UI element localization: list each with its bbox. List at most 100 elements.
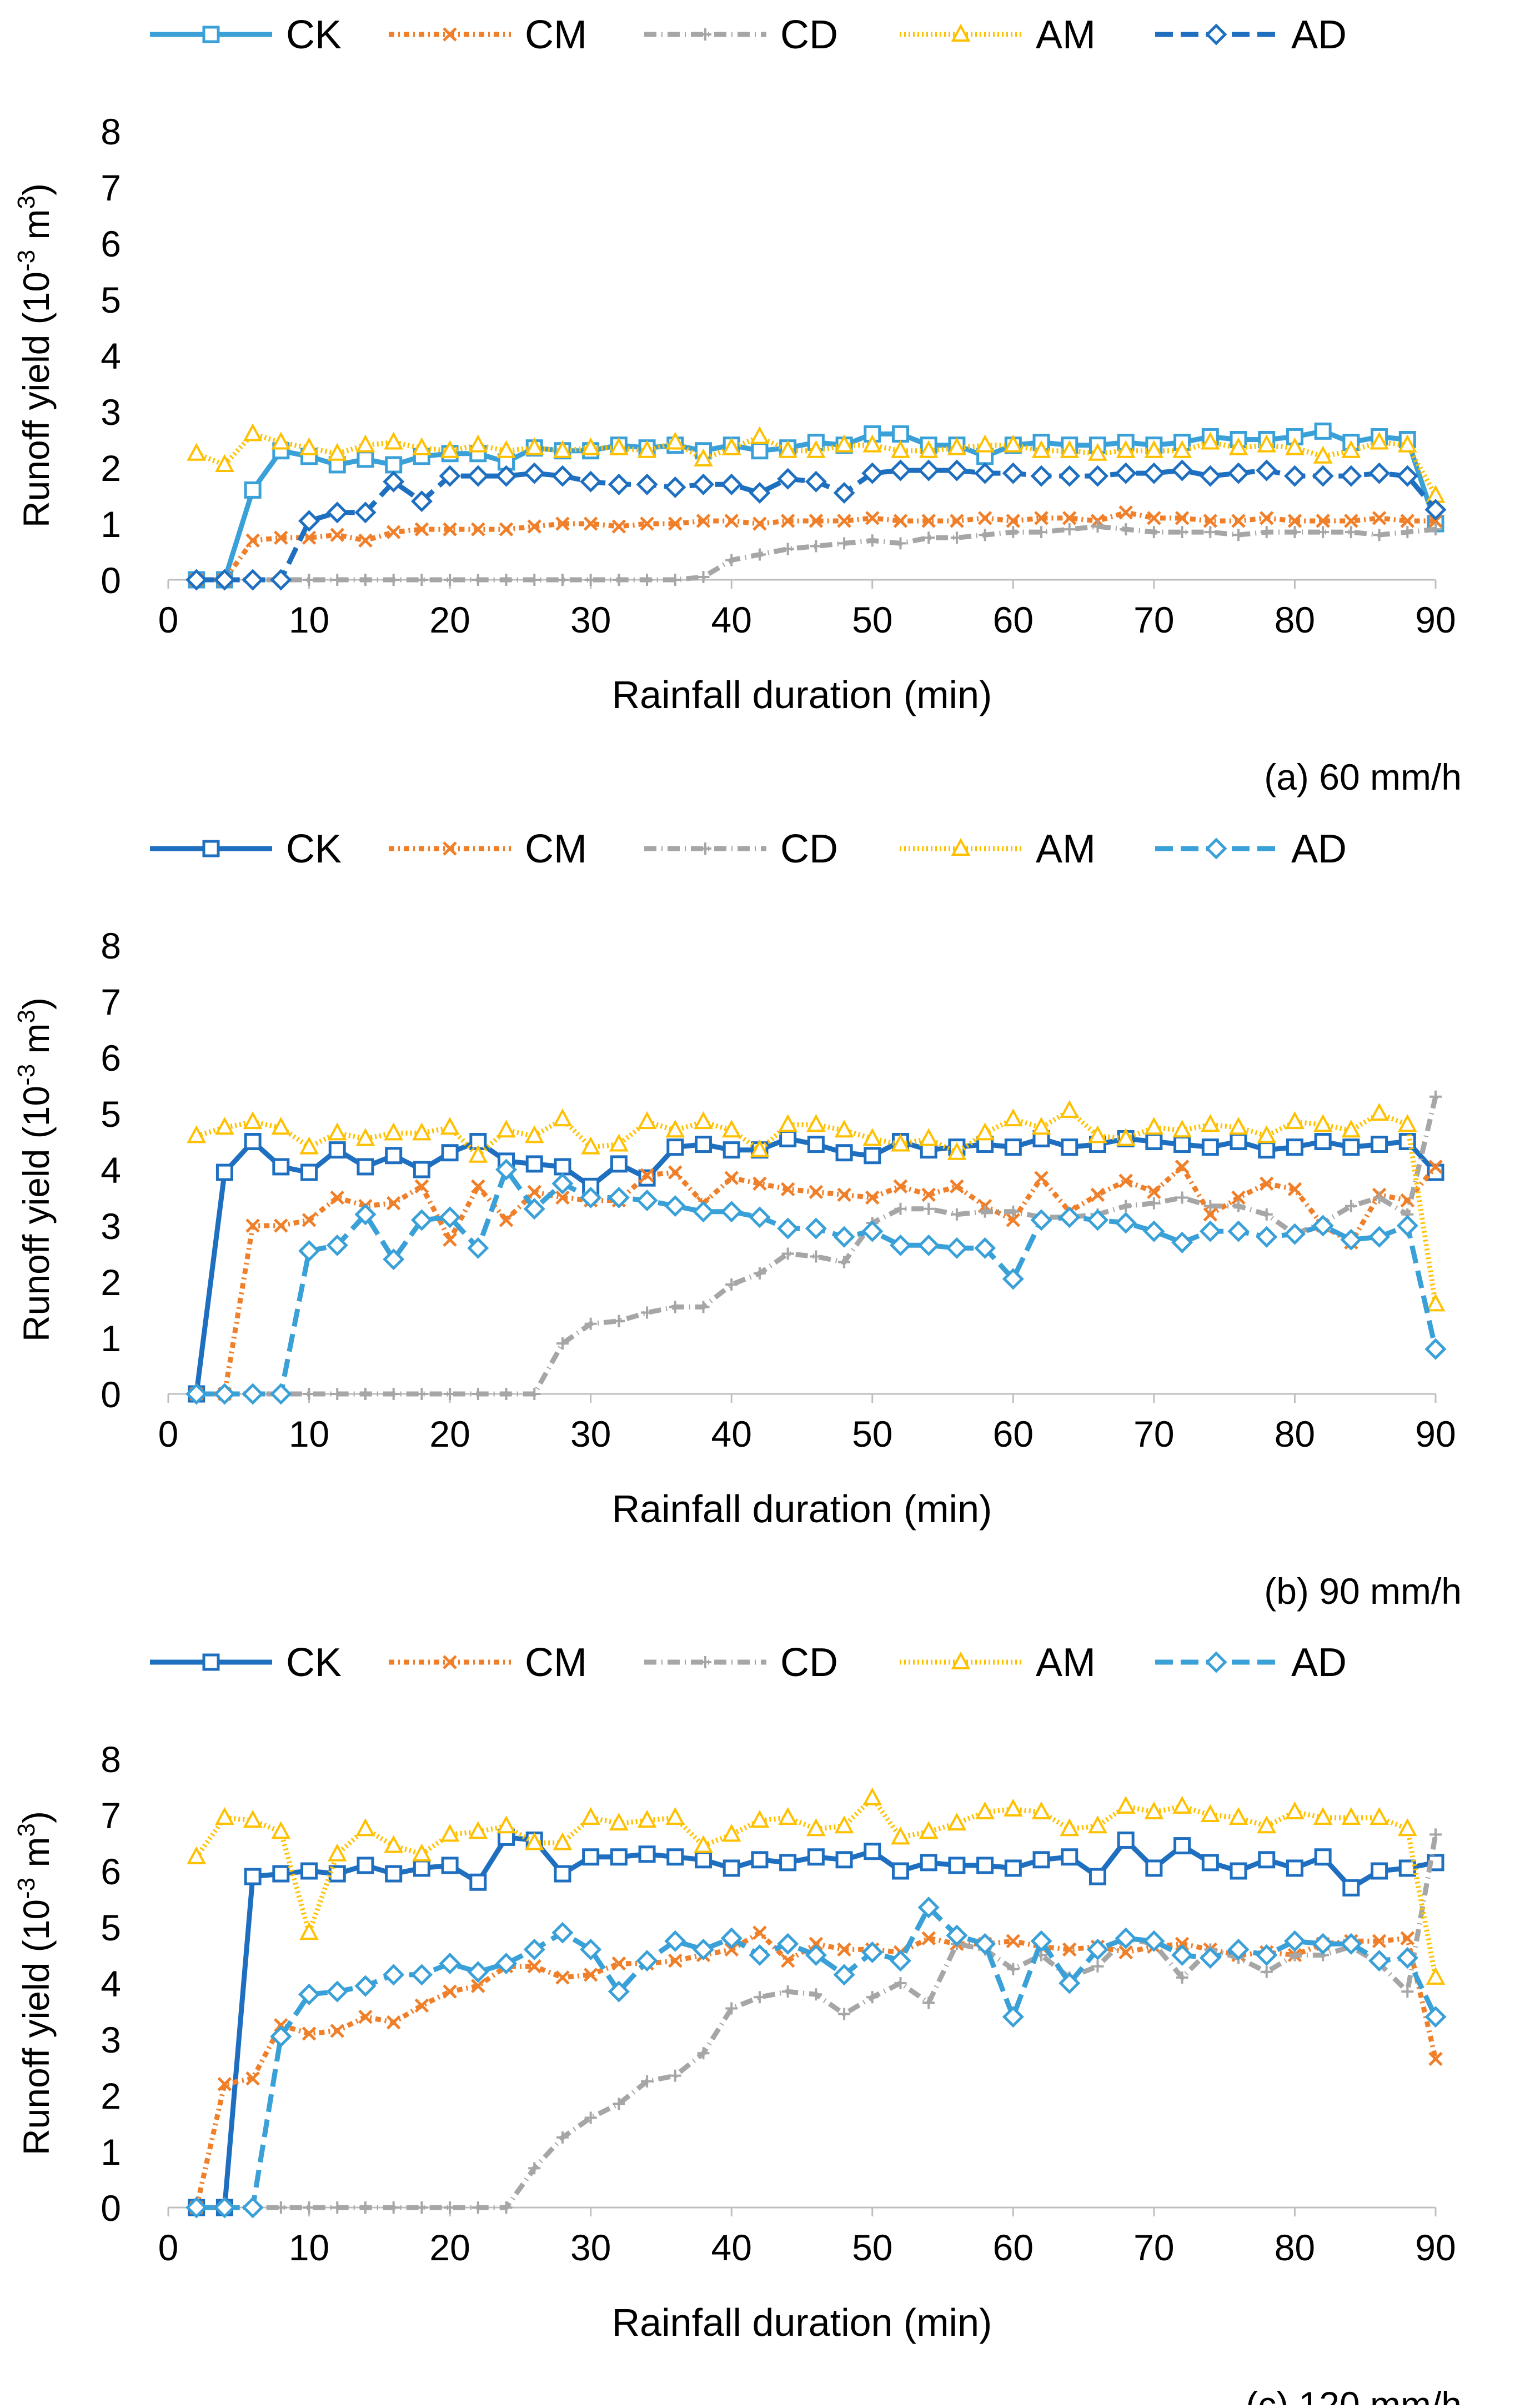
data-point <box>1256 459 1278 481</box>
data-point <box>1227 1220 1250 1242</box>
legend-label: CM <box>525 827 587 871</box>
data-point <box>298 1240 320 1262</box>
data-point <box>358 2009 373 2024</box>
data-point <box>1260 526 1273 539</box>
data-point <box>723 1141 740 1159</box>
data-point <box>583 516 598 531</box>
data-point <box>242 2196 264 2219</box>
series-line <box>194 1136 1438 1394</box>
legend-marker <box>1205 837 1227 860</box>
data-point <box>1199 1947 1221 1969</box>
data-point <box>950 531 963 544</box>
y-axis-label-part: m <box>16 209 57 249</box>
data-point <box>1006 1934 1021 1949</box>
data-point <box>412 1122 432 1141</box>
data-point <box>555 516 570 531</box>
data-point <box>692 1938 715 1960</box>
data-point <box>1227 462 1250 484</box>
data-point <box>805 1217 827 1240</box>
data-point <box>242 1383 264 1405</box>
data-point <box>781 1985 794 1998</box>
data-point <box>556 1337 569 1350</box>
data-point <box>1283 1930 1306 1952</box>
data-point <box>1200 1804 1220 1822</box>
data-point <box>1034 511 1049 525</box>
data-point <box>1200 1113 1220 1132</box>
data-point <box>556 574 569 586</box>
data-point <box>215 454 234 472</box>
data-point <box>1401 526 1414 539</box>
legend-label: CD <box>780 1641 838 1685</box>
x-tick-label: 80 <box>1275 599 1315 640</box>
data-point <box>303 1388 315 1400</box>
data-point <box>328 1865 346 1883</box>
data-point <box>1345 526 1357 539</box>
data-point <box>697 2047 710 2060</box>
data-point <box>780 1953 795 1968</box>
data-point <box>1091 1960 1104 1973</box>
data-point <box>777 468 799 490</box>
data-point <box>471 1388 484 1400</box>
data-point <box>807 1848 825 1866</box>
y-tick-label: 2 <box>101 448 121 489</box>
data-point <box>697 1301 710 1313</box>
data-point <box>580 470 602 493</box>
data-point <box>187 443 207 461</box>
y-axis-label-superscript: -3 <box>13 250 40 272</box>
x-tick-label: 40 <box>711 2227 752 2268</box>
data-point <box>1117 1831 1135 1849</box>
data-point <box>496 1120 516 1138</box>
data-point <box>1228 437 1248 455</box>
legend-item-cd: CD <box>644 827 838 871</box>
data-point <box>979 529 991 541</box>
data-point <box>864 1147 881 1165</box>
data-point <box>1145 1859 1163 1877</box>
data-point <box>1260 1208 1273 1221</box>
data-point <box>298 1983 320 2005</box>
data-point <box>1004 1859 1022 1877</box>
data-point <box>665 432 685 450</box>
data-point <box>1340 1228 1362 1251</box>
series-cm <box>189 1925 1443 2215</box>
data-point <box>1007 1205 1020 1218</box>
data-point <box>917 459 940 481</box>
data-point <box>1257 434 1277 453</box>
data-point <box>1258 1141 1276 1159</box>
data-point <box>1088 1125 1107 1143</box>
data-point <box>1115 1212 1137 1234</box>
legend-marker <box>699 28 711 41</box>
x-tick-label: 70 <box>1133 2227 1174 2268</box>
data-point <box>274 1218 288 1233</box>
y-axis-label-part: m <box>16 1023 57 1063</box>
legend-label: CK <box>286 13 342 57</box>
data-point <box>215 1117 234 1135</box>
x-tick-label: 50 <box>852 2227 892 2268</box>
data-point <box>1201 1854 1219 1872</box>
data-point <box>1260 1965 1273 1978</box>
data-point <box>1398 1859 1416 1877</box>
data-point <box>330 2024 345 2038</box>
y-axis-label-part: m <box>16 1837 57 1877</box>
data-point <box>917 1897 940 1919</box>
data-point <box>1313 445 1333 464</box>
data-point <box>636 473 658 495</box>
data-point <box>837 1942 851 1957</box>
data-point <box>1342 1879 1360 1897</box>
data-point <box>383 470 405 493</box>
data-point <box>780 514 795 528</box>
data-point <box>386 525 401 539</box>
data-point <box>242 569 264 591</box>
data-point <box>1396 465 1418 487</box>
data-point <box>1059 1206 1081 1228</box>
y-tick-label: 3 <box>101 392 121 433</box>
legend-marker <box>202 26 220 43</box>
data-point <box>861 1220 884 1242</box>
data-point <box>471 1979 485 1993</box>
data-point <box>891 425 909 443</box>
panel-caption: (c) 120 mm/h <box>1246 2384 1462 2405</box>
data-point <box>551 465 574 487</box>
data-point <box>213 1383 235 1405</box>
data-point <box>217 2077 232 2091</box>
data-point <box>185 569 208 591</box>
